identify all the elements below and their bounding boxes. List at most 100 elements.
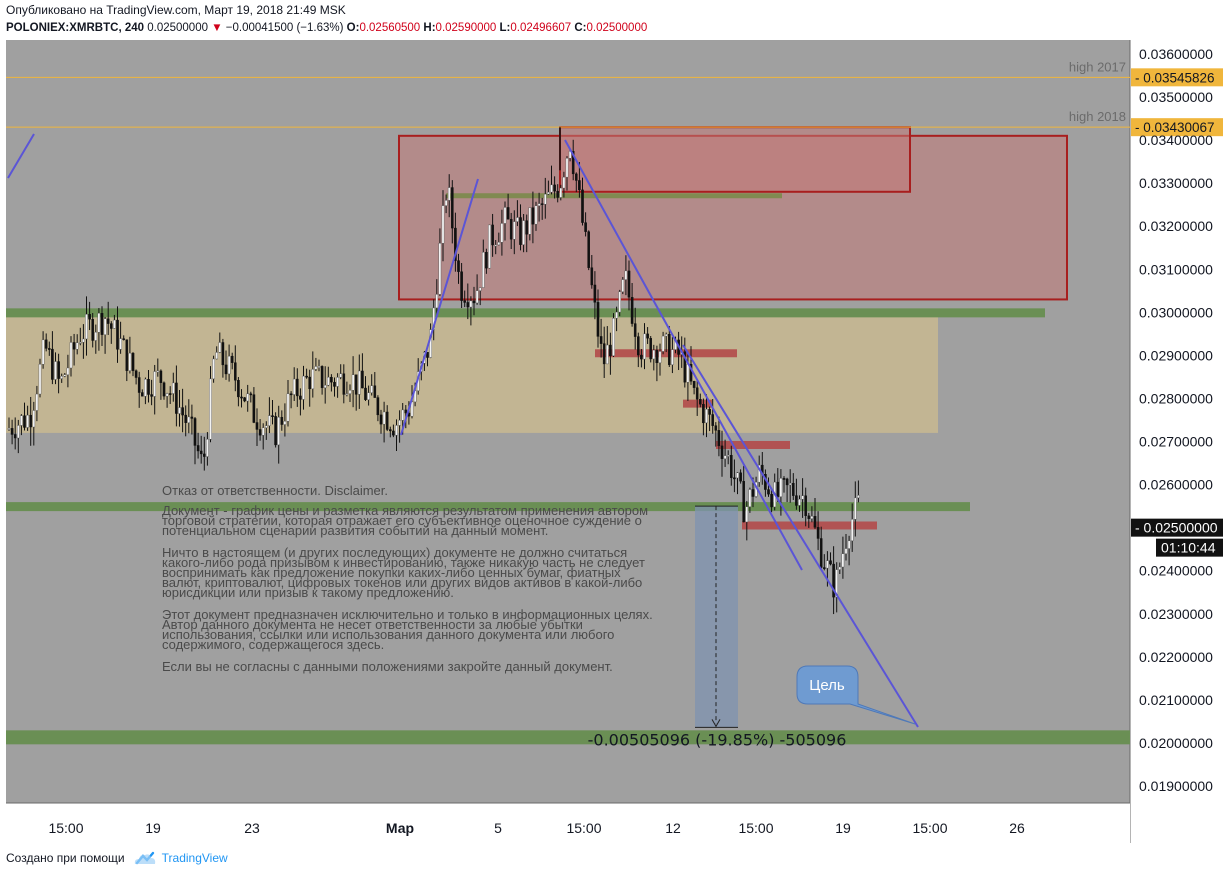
candle-up — [370, 385, 374, 393]
candle-down — [196, 445, 200, 452]
candle-down — [48, 348, 51, 350]
candle-down — [702, 404, 705, 424]
green-band-2 — [6, 730, 1130, 745]
candle-down — [578, 180, 581, 191]
candle-up — [826, 560, 829, 569]
candle-up — [261, 427, 265, 436]
candle-down — [72, 342, 76, 350]
candle-up — [488, 224, 491, 269]
candle-down — [571, 150, 575, 175]
low-value: 0.02496607 — [510, 22, 572, 34]
candle-down — [271, 415, 274, 418]
candle-down — [389, 429, 392, 432]
price-tick-label: 0.03000000 — [1139, 304, 1213, 320]
price-chart[interactable]: high 2017 - 0.03545826 high 2018 - 0.034300… — [0, 40, 1231, 846]
candle-down — [51, 348, 54, 380]
level-name-0: high 2017 — [1069, 59, 1126, 74]
candle-down — [88, 314, 91, 320]
candle-up — [534, 205, 538, 225]
measure-box — [695, 506, 738, 728]
open-value: 0.02560500 — [359, 22, 421, 34]
candle-down — [525, 220, 528, 235]
candle-up — [348, 390, 352, 394]
candle-down — [202, 453, 206, 457]
candle-up — [314, 366, 318, 370]
disclaimer-paragraph-2: Ничто в настоящем (и других последующих)… — [162, 545, 645, 600]
candle-down — [181, 407, 184, 416]
trend-line-2 — [564, 139, 803, 571]
candle-up — [606, 344, 609, 365]
open-label: O: — [346, 22, 360, 34]
candle-down — [330, 376, 333, 383]
candle-up — [395, 425, 398, 436]
candle-up — [447, 187, 451, 201]
candle-down — [751, 489, 755, 497]
time-tick-label: 12 — [665, 820, 681, 836]
level-name-1: high 2018 — [1069, 109, 1126, 124]
candle-up — [41, 339, 45, 365]
price-tick-label: 0.02400000 — [1139, 563, 1213, 579]
candle-down — [125, 339, 129, 371]
candle-down — [767, 489, 770, 495]
candle-up — [621, 279, 625, 292]
candle-down — [109, 323, 113, 329]
symbol-name[interactable]: POLONIEX:XMRBTC, 240 — [6, 22, 145, 34]
candle-up — [850, 519, 854, 542]
candle-down — [147, 379, 150, 395]
time-tick-label: 26 — [1009, 820, 1025, 836]
candle-down — [823, 567, 826, 569]
candle-down — [553, 184, 556, 192]
candle-up — [857, 495, 860, 499]
candle-down — [454, 227, 457, 261]
candle-down — [106, 318, 110, 324]
candle-down — [627, 270, 631, 298]
price-axis[interactable] — [1130, 40, 1231, 843]
candle-down — [134, 370, 138, 378]
candle-down — [249, 393, 253, 396]
candle-up — [618, 291, 621, 313]
candle-up — [745, 506, 749, 523]
trend-line-3 — [682, 344, 919, 728]
candle-up — [78, 341, 82, 344]
candle-down — [296, 378, 299, 397]
published-caption: Опубликовано на TradingView.com, Март 19… — [6, 3, 346, 17]
high-value: 0.02590000 — [435, 22, 497, 34]
time-axis[interactable] — [6, 803, 1130, 843]
candle-up — [624, 270, 628, 280]
price-tick-label: 0.03400000 — [1139, 132, 1213, 148]
candle-down — [711, 414, 714, 426]
target-callout — [796, 665, 916, 725]
price-tick-label: 0.02200000 — [1139, 649, 1213, 665]
high-label: H: — [423, 22, 436, 34]
candle-down — [646, 333, 649, 339]
candle-down — [466, 302, 470, 308]
candle-down — [804, 495, 807, 517]
green-band-0 — [6, 308, 1045, 318]
candle-up — [327, 376, 330, 386]
candle-up — [283, 420, 287, 425]
candle-down — [233, 362, 237, 381]
tradingview-logo[interactable]: TradingView — [133, 851, 228, 865]
candle-up — [218, 342, 222, 353]
price-tick-label: 0.02000000 — [1139, 735, 1213, 751]
candle-up — [268, 415, 271, 426]
countdown-value: 01:10:44 — [1161, 540, 1216, 556]
candle-down — [168, 393, 172, 395]
candle-up — [661, 335, 665, 352]
candle-up — [503, 207, 507, 224]
candle-down — [255, 422, 259, 430]
countdown-tag — [1156, 538, 1223, 557]
candle-up — [292, 378, 296, 395]
candle-down — [714, 425, 718, 431]
current-price-tag — [1131, 518, 1223, 537]
beige-zone — [6, 312, 938, 433]
candle-down — [717, 430, 721, 447]
price-tick-label: 0.03500000 — [1139, 89, 1213, 105]
candle-down — [457, 260, 460, 272]
candle-down — [590, 267, 594, 286]
olive-band — [446, 193, 782, 199]
candle-up — [705, 409, 708, 424]
candle-down — [230, 355, 234, 363]
time-tick-label: 15:00 — [738, 820, 773, 836]
footer: Создано при помощи TradingView — [6, 851, 228, 865]
